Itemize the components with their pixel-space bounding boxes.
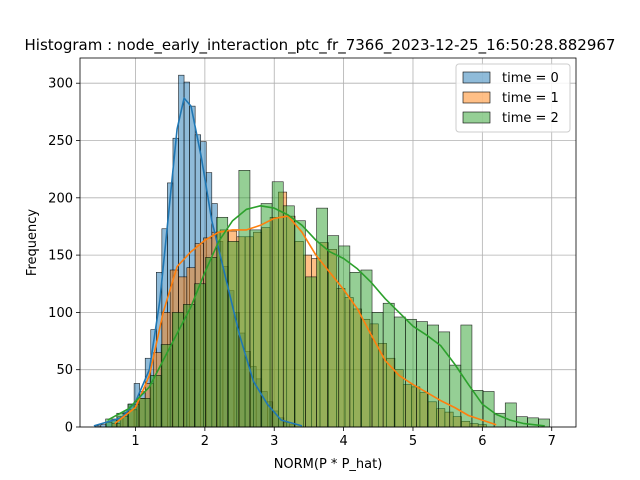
x-tick-label: 5 xyxy=(409,434,417,449)
legend-entry: time = 1 xyxy=(502,91,559,106)
bars-layer xyxy=(94,74,550,428)
y-tick-label: 0 xyxy=(65,421,73,436)
x-tick-label: 2 xyxy=(201,434,209,449)
x-tick-label: 1 xyxy=(131,434,139,449)
histogram-bar-series-2 xyxy=(205,257,217,428)
kde-layer xyxy=(93,97,545,427)
histogram-bar-series-2 xyxy=(171,312,184,428)
y-tick-label: 250 xyxy=(48,134,73,149)
histogram-bar-series-2 xyxy=(316,207,328,428)
kde-line-series-2 xyxy=(107,205,545,427)
x-tick-label: 6 xyxy=(478,434,486,449)
histogram-bar-series-2 xyxy=(338,245,351,428)
histogram-bar-series-2 xyxy=(405,318,417,428)
kde-line-series-1 xyxy=(114,215,497,426)
ticks-layer: 1 2 3 4 5 6 7 0 50 100 150 200 250 300 xyxy=(48,77,556,449)
histogram-bar-series-2 xyxy=(194,283,206,428)
legend-swatch xyxy=(462,91,491,104)
histogram-bar-series-2 xyxy=(249,229,262,428)
histogram-bar-series-2 xyxy=(360,269,373,428)
histogram-bar-series-2 xyxy=(160,344,173,428)
x-tick-label: 3 xyxy=(270,434,278,449)
histogram-bar-series-2 xyxy=(183,304,195,428)
histogram-bar-series-2 xyxy=(471,390,484,428)
y-axis-label: Frequency xyxy=(25,209,40,276)
y-tick-label: 200 xyxy=(48,191,73,206)
histogram-bar-series-2 xyxy=(260,203,273,428)
histogram-bar-series-2 xyxy=(294,220,306,428)
histogram-bar-series-2 xyxy=(327,235,340,428)
histogram-bar-series-2 xyxy=(449,364,462,428)
plot-frame xyxy=(79,57,577,428)
histogram-bar-series-2 xyxy=(504,402,517,428)
legend-entry: time = 0 xyxy=(502,71,559,86)
legend-swatch xyxy=(462,111,491,124)
histogram-bar-series-2 xyxy=(305,276,317,428)
legend: time = 0 time = 1 time = 2 xyxy=(455,63,571,133)
x-tick-label: 4 xyxy=(339,434,347,449)
histogram-bar-series-2 xyxy=(349,271,362,428)
histogram-bar-series-2 xyxy=(282,205,295,428)
kde-line-series-0 xyxy=(93,97,303,427)
y-tick-label: 100 xyxy=(48,306,73,321)
x-tick-label: 7 xyxy=(548,434,556,449)
y-tick-label: 150 xyxy=(48,249,73,264)
histogram-bar-series-2 xyxy=(227,241,240,428)
y-tick-label: 50 xyxy=(56,363,73,378)
histogram-bar-series-2 xyxy=(371,312,384,428)
y-tick-label: 300 xyxy=(48,77,73,92)
histogram-bar-series-2 xyxy=(416,321,428,428)
histogram-bar-series-2 xyxy=(138,398,151,428)
legend-swatch xyxy=(462,71,491,84)
legend-entry: time = 2 xyxy=(502,111,559,126)
chart-title: Histogram : node_early_interaction_ptc_f… xyxy=(25,36,616,55)
x-axis-label: NORM(P * P_hat) xyxy=(274,457,383,472)
